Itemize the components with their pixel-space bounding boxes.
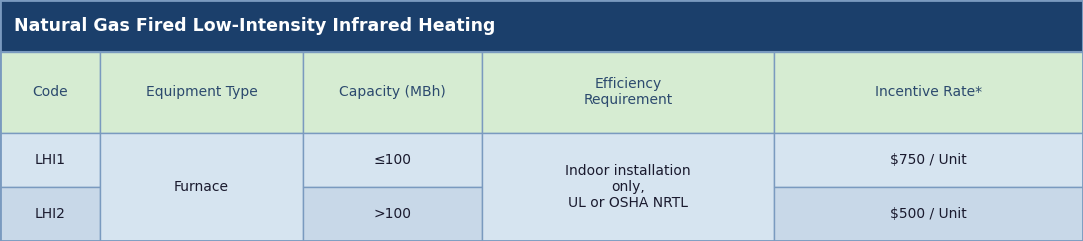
Bar xyxy=(0,133,100,187)
Bar xyxy=(774,52,1083,133)
Bar xyxy=(482,133,774,241)
Bar xyxy=(0,0,1083,52)
Bar xyxy=(0,52,100,133)
Bar xyxy=(303,52,482,133)
Bar xyxy=(482,52,774,133)
Text: Incentive Rate*: Incentive Rate* xyxy=(875,85,982,99)
Text: Capacity (MBh): Capacity (MBh) xyxy=(339,85,446,99)
Text: Natural Gas Fired Low-Intensity Infrared Heating: Natural Gas Fired Low-Intensity Infrared… xyxy=(14,17,495,35)
Text: Indoor installation
only,
UL or OSHA NRTL: Indoor installation only, UL or OSHA NRT… xyxy=(565,164,691,210)
Text: Efficiency
Requirement: Efficiency Requirement xyxy=(584,77,673,107)
Bar xyxy=(0,187,100,241)
Text: LHI1: LHI1 xyxy=(35,153,65,167)
Bar xyxy=(774,133,1083,187)
Text: $500 / Unit: $500 / Unit xyxy=(890,207,967,221)
Text: $750 / Unit: $750 / Unit xyxy=(890,153,967,167)
Text: Equipment Type: Equipment Type xyxy=(145,85,258,99)
Text: >100: >100 xyxy=(374,207,412,221)
Text: Furnace: Furnace xyxy=(174,180,229,194)
Bar xyxy=(100,133,303,241)
Bar xyxy=(100,52,303,133)
Text: LHI2: LHI2 xyxy=(35,207,65,221)
Bar xyxy=(303,133,482,187)
Text: ≤100: ≤100 xyxy=(374,153,412,167)
Bar xyxy=(303,187,482,241)
Text: Code: Code xyxy=(32,85,67,99)
Bar xyxy=(774,187,1083,241)
